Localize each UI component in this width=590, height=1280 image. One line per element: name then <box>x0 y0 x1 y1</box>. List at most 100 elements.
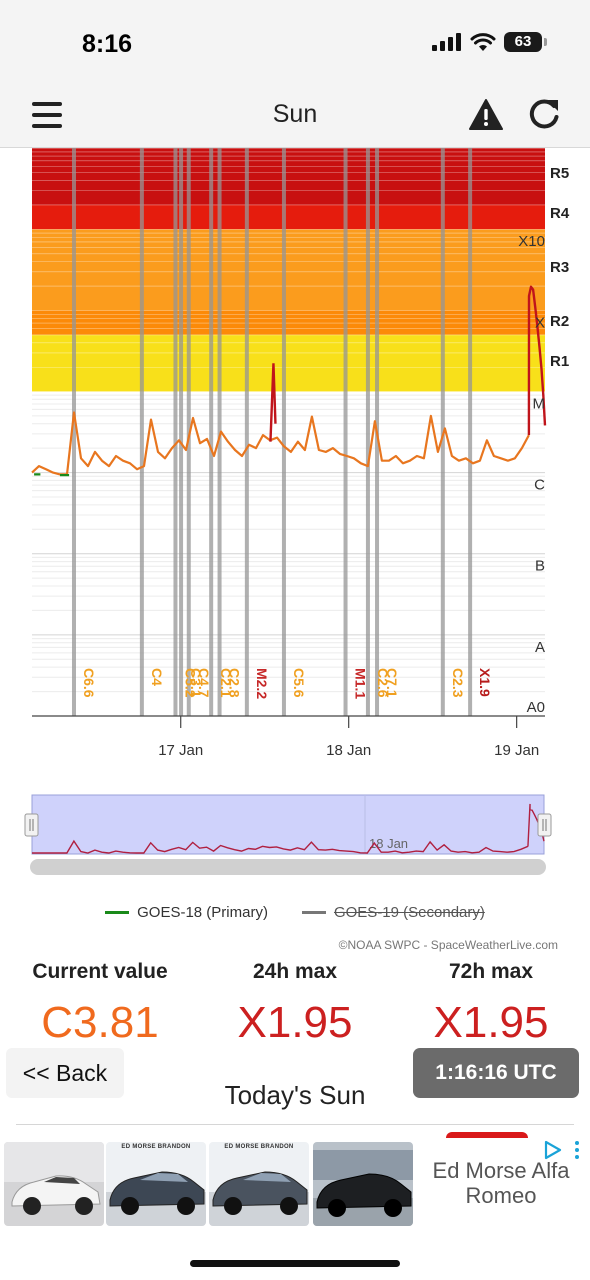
wifi-icon <box>470 33 496 51</box>
radio-blackout-band <box>32 155 545 161</box>
flare-event-label: C5.2 <box>182 668 198 698</box>
chart-navigator[interactable]: 18 Jan <box>22 792 554 878</box>
flare-event-label: C2.6 <box>375 668 391 698</box>
flare-event-label: C7.1 <box>384 668 400 698</box>
legend-label: GOES-19 (Secondary) <box>333 904 485 921</box>
radio-blackout-band <box>32 151 545 156</box>
radio-blackout-band <box>32 229 545 233</box>
section-divider <box>16 1124 574 1125</box>
radio-blackout-band <box>32 241 545 248</box>
radio-blackout-band <box>32 313 545 319</box>
warning-icon[interactable] <box>469 98 503 132</box>
stat-title: 72h max <box>448 960 534 983</box>
flare-event-label: X1.9 <box>477 668 493 697</box>
flux-class-label: X <box>535 314 545 331</box>
flux-class-label: B <box>535 558 545 575</box>
utc-clock: 1:16:16 UTC <box>413 1048 579 1098</box>
flare-event-label: C2.8 <box>227 668 243 698</box>
status-bar: 8:16 63 <box>0 0 590 86</box>
flare-event-label: M2.2 <box>254 668 270 699</box>
radio-blackout-band <box>32 322 545 329</box>
radio-blackout-band <box>32 342 545 353</box>
ad-caption: ED MORSE BRANDON <box>224 1144 294 1150</box>
navigator-tick-label: 18 Jan <box>369 836 408 851</box>
x-axis-tick-label: 17 Jan <box>158 742 203 759</box>
back-button[interactable]: << Back <box>6 1048 124 1098</box>
ad-image-3[interactable]: ED MORSE BRANDON <box>209 1142 309 1226</box>
flare-event-label: C3.1 <box>188 668 204 698</box>
ad-choices-icon[interactable] <box>544 1140 584 1160</box>
radio-blackout-label: R5 <box>550 165 569 182</box>
radio-blackout-label: R4 <box>550 205 570 222</box>
flare-event-label: M1.1 <box>353 668 369 699</box>
ad-image-1[interactable] <box>4 1142 104 1226</box>
ad-image-4[interactable] <box>313 1142 413 1226</box>
radio-blackout-band <box>32 328 545 335</box>
flare-marker <box>209 148 214 716</box>
cellular-signal-icon <box>432 33 461 51</box>
legend-item-goes19[interactable]: GOES-19 (Secondary) <box>301 904 485 921</box>
flux-class-label: X10 <box>518 233 545 250</box>
flare-marker <box>281 148 286 716</box>
legend-label: GOES-18 (Primary) <box>137 904 268 921</box>
flare-marker <box>173 148 178 716</box>
chart-labels: X10 X M C B A A0 R5 R4 R3 R2 R1 C6.6 C4 C5.2C3.1C4.7 C2… <box>81 165 570 716</box>
navigator-left-handle[interactable] <box>24 813 39 837</box>
chart-legend: GOES-18 (Primary) GOES-19 (Secondary) <box>0 904 590 921</box>
sun-red-tab[interactable] <box>446 1132 528 1142</box>
flux-gridlines <box>32 394 545 717</box>
navigator-series <box>32 803 545 854</box>
app-header: Sun <box>0 86 590 148</box>
navigator-right-handle[interactable] <box>537 813 552 837</box>
battery-level: 63 <box>514 33 532 50</box>
xray-flux-chart[interactable]: 17 Jan 18 Jan 19 Jan X10 X M C B A A0 R5 R4 R3 R2 R1 C… <box>0 148 590 770</box>
radio-blackout-band <box>32 261 545 272</box>
navigator-scrollbar[interactable] <box>30 859 546 875</box>
goes18-flux-line <box>31 411 530 476</box>
ad-text[interactable]: Ed Morse Alfa Romeo <box>432 1158 570 1208</box>
home-indicator <box>190 1260 400 1267</box>
x-axis-tick-label: 18 Jan <box>326 742 371 759</box>
legend-swatch-goes19 <box>301 911 326 914</box>
flare-marker <box>365 148 370 716</box>
stat-title: Current value <box>32 960 168 983</box>
ad-caption: ED MORSE BRANDON <box>121 1144 191 1150</box>
radio-blackout-label: R3 <box>550 259 569 276</box>
radio-blackout-band <box>32 285 545 311</box>
flare-marker <box>71 148 76 716</box>
radio-blackout-bands <box>32 148 545 392</box>
radio-blackout-band <box>32 253 545 262</box>
radio-blackout-band <box>32 190 545 205</box>
radio-blackout-band <box>32 204 545 230</box>
flare-marker <box>343 148 348 716</box>
flux-class-label: C <box>534 477 545 494</box>
flare-event-label: C2.1 <box>218 668 234 698</box>
ad-image-2[interactable]: ED MORSE BRANDON <box>106 1142 206 1226</box>
refresh-icon[interactable] <box>526 97 562 133</box>
radio-blackout-band <box>32 180 545 191</box>
todays-sun-title: Today's Sun <box>224 1080 366 1110</box>
legend-item-goes18[interactable]: GOES-18 (Primary) <box>105 904 268 921</box>
chart-axes: 17 Jan 18 Jan 19 Jan <box>32 715 545 759</box>
page-title: Sun <box>272 100 318 128</box>
stat-value: C3.81 <box>41 998 159 1047</box>
stat-title: 24h max <box>252 960 338 983</box>
legend-swatch-goes18 <box>105 911 130 914</box>
chart-credits[interactable]: ©NOAA SWPC - SpaceWeatherLive.com <box>338 938 558 952</box>
flare-event-label: C4 <box>149 668 165 686</box>
radio-blackout-band <box>32 160 545 167</box>
ad-banner[interactable]: ED MORSE BRANDON ED MORSE BRANDON Ed Mor… <box>0 1138 590 1230</box>
x-axis-tick-label: 19 Jan <box>494 742 539 759</box>
navigator-window <box>31 794 545 855</box>
flux-class-label: A <box>535 639 545 656</box>
radio-blackout-band <box>32 166 545 173</box>
flare-event-label: C2.3 <box>450 668 466 698</box>
radio-blackout-band <box>32 352 545 368</box>
radio-blackout-band <box>32 310 545 314</box>
flux-class-label: M <box>533 395 546 412</box>
menu-icon[interactable] <box>30 100 64 130</box>
status-icons: 63 <box>432 32 547 52</box>
goes18-segment <box>34 473 70 477</box>
flare-event-label: C6.6 <box>81 668 97 698</box>
radio-blackout-band <box>32 334 545 343</box>
